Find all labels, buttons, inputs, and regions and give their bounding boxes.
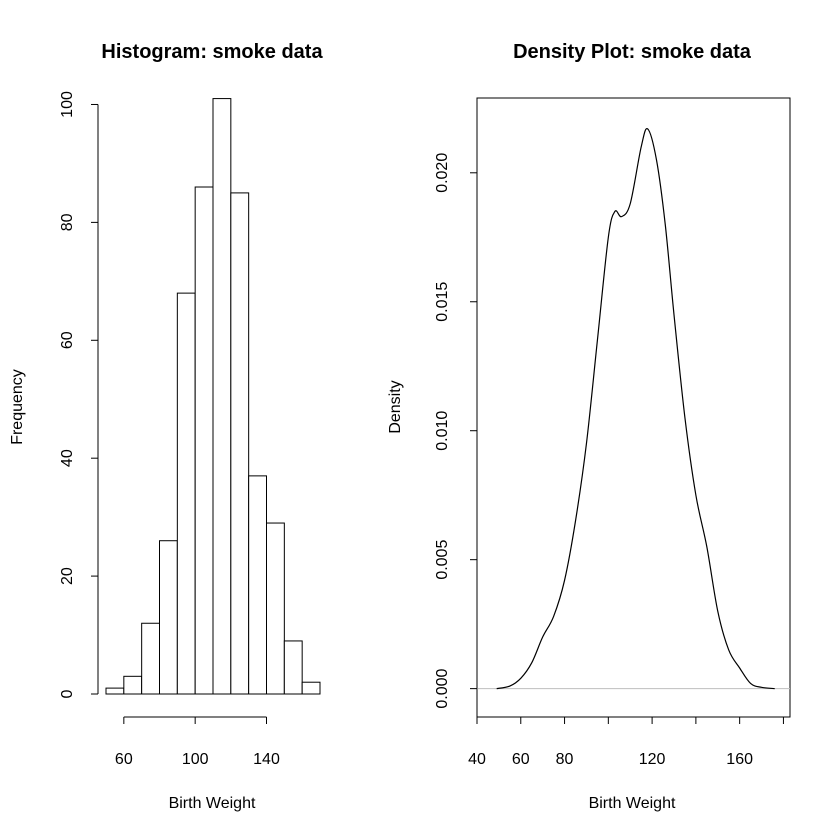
histogram-bar: [212, 98, 232, 695]
density-x-label: Birth Weight: [589, 795, 676, 812]
histogram-x-tick-label: 140: [253, 751, 280, 768]
histogram-bar: [159, 540, 178, 695]
histogram-y-tick-label: 40: [59, 449, 76, 467]
histogram-y-tick-label: 20: [59, 567, 76, 585]
histogram-bar: [105, 687, 125, 695]
histogram-bar: [283, 640, 303, 695]
density-y-tick-label: 0.015: [434, 282, 451, 322]
histogram-bar: [123, 675, 143, 695]
density-x-axis: 40 60 80 120 160: [468, 716, 784, 768]
histogram-y-tick-label: 0: [59, 689, 76, 698]
histogram-y-tick-label: 60: [59, 331, 76, 349]
histogram-bar: [301, 681, 321, 695]
density-curve: [496, 127, 775, 690]
density-panel: Density Plot: smoke data 40 60 80 120 160 0.…: [387, 41, 791, 812]
histogram-bar: [194, 186, 214, 695]
density-y-axis: 0.000 0.005 0.010 0.015 0.020: [434, 153, 478, 709]
density-x-tick-label: 120: [639, 751, 666, 768]
histogram-y-label: Frequency: [9, 369, 26, 445]
histogram-x-axis: 60 100 140: [115, 716, 280, 768]
histogram-panel: Histogram: smoke data 60 100 140 0 20 40 60 80…: [9, 41, 323, 812]
density-x-tick-label: 60: [512, 751, 530, 768]
density-title: Density Plot: smoke data: [513, 41, 752, 63]
histogram-title: Histogram: smoke data: [101, 41, 323, 63]
density-y-tick-label: 0.005: [434, 540, 451, 580]
histogram-y-axis: 0 20 40 60 80 100: [59, 91, 99, 698]
density-y-tick-label: 0.010: [434, 411, 451, 451]
histogram-y-tick-label: 100: [59, 91, 76, 118]
density-x-tick-label: 160: [726, 751, 753, 768]
histogram-x-tick-label: 60: [115, 751, 133, 768]
density-y-label: Density: [387, 380, 404, 433]
histogram-bar: [141, 622, 161, 695]
histogram-x-label: Birth Weight: [169, 795, 256, 812]
histogram-x-tick-label: 100: [182, 751, 209, 768]
density-x-tick-label: 80: [556, 751, 574, 768]
histogram-bar: [176, 292, 196, 695]
histogram-bar: [248, 475, 268, 695]
density-x-tick-label: 40: [468, 751, 486, 768]
histogram-bar: [230, 192, 250, 695]
density-y-tick-label: 0.000: [434, 669, 451, 709]
histogram-bars: [105, 98, 321, 695]
density-y-tick-label: 0.020: [434, 153, 451, 193]
histogram-bar: [266, 522, 285, 695]
histogram-y-tick-label: 80: [59, 213, 76, 231]
